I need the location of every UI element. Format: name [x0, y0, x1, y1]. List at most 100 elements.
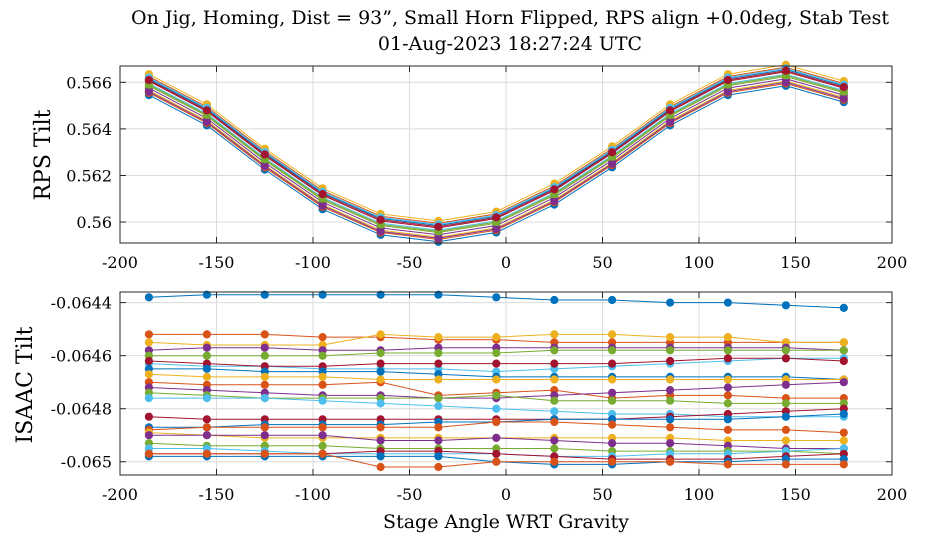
rps-ytick-label: 0.564	[66, 120, 112, 139]
isaac-data-point	[723, 399, 733, 408]
isaac-data-point	[608, 457, 617, 466]
isaac-data-point	[434, 348, 443, 358]
rps-data-point	[144, 87, 153, 96]
isaac-xtick-label: 50	[592, 485, 612, 504]
isaac-data-point	[260, 330, 269, 339]
isaac-data-point	[434, 394, 443, 403]
isaac-data-point	[376, 359, 385, 368]
isaac-data-point	[318, 290, 327, 299]
isaac-data-point	[839, 460, 848, 469]
isaac-data-point	[318, 441, 327, 450]
rps-grid	[119, 66, 893, 243]
isaac-data-point	[434, 462, 443, 472]
isaac-data-point	[376, 375, 385, 384]
isaac-data-point	[839, 409, 848, 419]
isaac-data-point	[723, 391, 733, 400]
isaac-data-point	[434, 333, 443, 342]
isaac-data-point	[550, 359, 559, 368]
rps-data-point	[723, 75, 733, 85]
isaac-data-point	[260, 380, 269, 389]
isaac-data-point	[723, 460, 733, 469]
rps-series-group	[144, 60, 848, 246]
rps-ytick-label: 0.562	[66, 166, 112, 185]
isaac-data-point	[839, 303, 848, 312]
rps-data-point	[376, 215, 385, 224]
isaac-xtick-label: -100	[295, 485, 331, 504]
isaac-data-point	[318, 396, 327, 405]
isaac-data-point	[550, 396, 559, 405]
rps-xtick-label: 50	[592, 253, 612, 272]
isaac-data-point	[492, 293, 501, 302]
isaac-data-point	[666, 415, 675, 424]
isaac-data-point	[608, 420, 617, 429]
rps-ticks: -200 -150 -100 -50 0 50 100 150 200 0.56 0.562 0.56…	[66, 66, 907, 272]
figure-title-line2: 01-Aug-2023 18:27:24 UTC	[378, 33, 642, 55]
rps-data-point	[608, 159, 617, 168]
isaac-data-point	[434, 423, 443, 432]
isaac-ytick-label: -0.065	[61, 453, 112, 472]
isaac-data-point	[434, 290, 443, 299]
rps-xtick-label: 200	[877, 253, 908, 272]
isaac-data-point	[608, 330, 617, 339]
rps-ylabel: RPS Tilt	[31, 109, 56, 200]
isaac-data-point	[781, 346, 791, 355]
isaac-data-point	[260, 343, 269, 352]
rps-data-point	[492, 213, 501, 222]
isaac-data-point	[781, 460, 791, 469]
rps-data-point	[202, 117, 211, 127]
isaac-data-point	[608, 388, 617, 397]
isaac-data-point	[318, 351, 327, 360]
isaac-data-point	[144, 293, 153, 302]
isaac-data-point	[666, 356, 675, 366]
isaac-data-point	[723, 354, 733, 363]
isaac-data-point	[144, 330, 153, 339]
rps-data-point	[666, 117, 675, 127]
isaac-data-point	[376, 330, 385, 339]
isaac-data-point	[839, 338, 848, 347]
isaac-data-point	[260, 290, 269, 299]
isaac-data-point	[781, 301, 791, 310]
isaac-data-point	[202, 372, 211, 381]
rps-data-point	[608, 148, 617, 157]
isaac-data-point	[202, 351, 211, 360]
isaac-data-point	[260, 423, 269, 432]
isaac-data-point	[144, 338, 153, 347]
isaac-data-point	[260, 351, 269, 360]
isaac-ytick-label: -0.0648	[51, 400, 112, 419]
isaac-data-point	[376, 290, 385, 299]
isaac-data-point	[550, 436, 559, 445]
isaac-data-point	[839, 378, 848, 387]
isaac-data-point	[492, 417, 501, 427]
isaac-data-point	[608, 439, 617, 448]
isaac-data-point	[492, 359, 501, 368]
figure-title-line1: On Jig, Homing, Dist = 93”, Small Horn F…	[131, 7, 889, 29]
isaac-data-point	[781, 399, 791, 408]
rps-data-point	[434, 222, 443, 231]
isaac-data-point	[666, 439, 675, 448]
isaac-data-point	[666, 375, 675, 384]
isaac-data-point	[260, 394, 269, 403]
isaac-data-point	[376, 423, 385, 432]
isaac-data-point	[492, 457, 501, 466]
rps-data-point	[144, 75, 153, 85]
isaac-xtick-label: -150	[199, 485, 235, 504]
isaac-data-point	[550, 330, 559, 339]
isaac-data-point	[666, 423, 675, 432]
isaac-data-point	[144, 412, 153, 421]
isaac-data-point	[666, 346, 675, 355]
isaac-data-point	[376, 367, 385, 376]
isaac-data-point	[550, 444, 559, 453]
isaac-data-point	[144, 356, 153, 366]
isaac-data-point	[492, 333, 501, 342]
rps-data-point	[434, 234, 443, 243]
rps-data-point	[318, 201, 327, 210]
isaac-data-point	[144, 370, 153, 379]
isaac-data-point	[666, 298, 675, 307]
isaac-data-point	[492, 433, 501, 442]
isaac-data-point	[723, 298, 733, 307]
rps-data-point	[550, 197, 559, 206]
rps-xtick-label: -200	[102, 253, 138, 272]
isaac-data-point	[723, 333, 733, 342]
isaac-data-point	[723, 375, 733, 384]
rps-data-point	[666, 106, 675, 115]
